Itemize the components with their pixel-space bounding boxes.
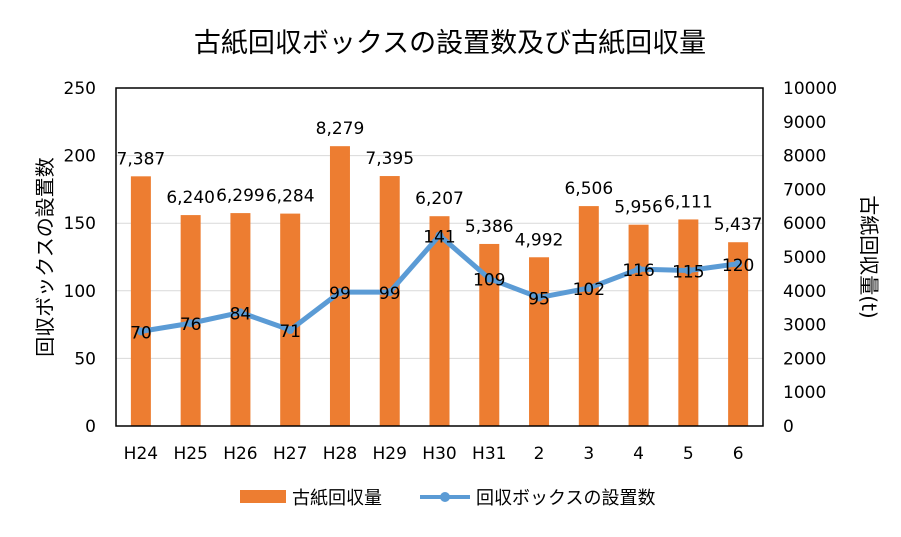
x-tick-label: H27 [273,444,307,464]
legend-marker [440,492,450,502]
line-data-label: 109 [473,271,505,291]
bar-data-label: 7,387 [117,149,166,169]
x-tick-label: 2 [534,444,545,464]
legend: 古紙回収量 回収ボックスの設置数 [240,488,655,509]
line-point [236,308,245,317]
line-point [634,265,643,274]
x-tick-label: H24 [124,444,158,464]
x-tick-label: 5 [683,444,694,464]
line-point [186,319,195,328]
line-point [485,274,494,283]
y2-tick-label: 6000 [783,214,826,234]
legend-label-line: 回収ボックスの設置数 [476,488,655,509]
plot-frame [115,87,764,427]
bar [280,213,301,426]
bar [230,213,251,426]
line-point [136,327,145,336]
bar-data-label: 6,207 [415,189,464,209]
bar [479,243,500,426]
bar-data-label: 6,240 [166,188,215,208]
bar-data-label: 5,956 [614,198,663,218]
y2-axis-label: 古紙回収量(t) [857,195,881,318]
line-point [435,231,444,240]
y-tick-label: 50 [74,349,96,369]
bar [578,206,599,426]
x-tick-label: H29 [373,444,407,464]
y2-tick-label: 10000 [783,79,837,99]
bar-data-label: 5,437 [714,215,763,235]
y2-tick-label: 9000 [783,113,826,133]
y2-tick-label: 3000 [783,316,826,336]
line-data-label: 95 [528,290,550,310]
line-data-label: 76 [180,315,202,335]
y-tick-label: 0 [85,417,96,437]
line-point [734,259,743,268]
bar [728,242,749,426]
line-data-label: 115 [672,263,704,283]
chart-title: 古紙回収ボックスの設置数及び古紙回収量 [194,28,706,59]
bar [379,176,400,426]
line-data-label: 116 [622,261,654,281]
legend-label-bar: 古紙回収量 [292,488,382,509]
bar-data-label: 7,395 [365,149,414,169]
line-point [535,293,544,302]
line-point [286,326,295,335]
x-tick-label: H28 [323,444,357,464]
line-data-label: 84 [230,304,252,324]
line-data-label: 99 [329,284,351,304]
line-point [684,266,693,275]
y2-tick-label: 7000 [783,180,826,200]
bar-data-label: 6,299 [216,186,265,206]
bar [678,219,699,426]
legend-swatch-bar [240,490,286,503]
bar-data-label: 6,284 [266,187,315,207]
bar-data-label: 6,506 [564,179,613,199]
bar-data-label: 6,111 [664,192,713,212]
y2-tick-label: 2000 [783,349,826,369]
x-tick-label: 4 [633,444,644,464]
bar [329,146,350,426]
bar [130,176,151,426]
x-tick-label: H30 [422,444,456,464]
line-data-label: 120 [722,256,754,276]
line-point [335,288,344,297]
bar-data-label: 8,279 [316,119,365,139]
line-data-label: 71 [279,322,301,342]
y2-tick-label: 1000 [783,383,826,403]
y2-tick-label: 5000 [783,248,826,268]
bar [628,224,649,426]
bar-data-label: 4,992 [515,230,564,250]
y2-tick-label: 0 [783,417,794,437]
x-tick-label: H31 [472,444,506,464]
y2-tick-label: 4000 [783,282,826,302]
line-point [584,284,593,293]
x-tick-label: 3 [583,444,594,464]
bar-data-label: 5,386 [465,217,514,237]
x-tick-label: H25 [173,444,207,464]
y-tick-label: 200 [64,147,96,167]
line-data-label: 141 [423,227,455,247]
line-data-label: 99 [379,284,401,304]
y-tick-label: 150 [64,214,96,234]
bar [529,257,550,426]
x-tick-label: H26 [223,444,257,464]
y2-tick-label: 8000 [783,147,826,167]
y-axis-label: 回収ボックスの設置数 [33,157,57,356]
line-data-label: 102 [573,280,605,300]
line-point [385,288,394,297]
y-tick-label: 100 [64,282,96,302]
y-tick-label: 250 [64,79,96,99]
x-tick-label: 6 [733,444,744,464]
line-data-label: 70 [130,323,152,343]
bar [429,216,450,426]
